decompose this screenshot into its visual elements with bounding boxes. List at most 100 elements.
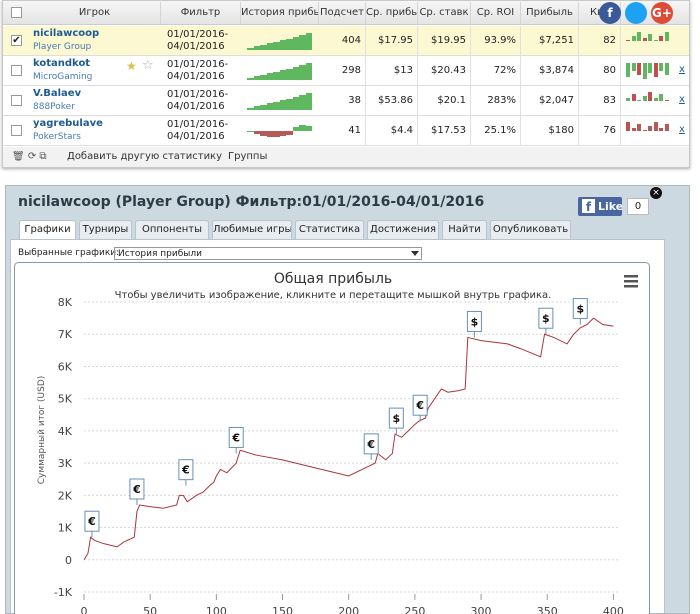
thumb-bar	[273, 42, 280, 50]
column-header[interactable]: Ср. ROI	[471, 2, 521, 24]
tab[interactable]: Графики	[19, 220, 76, 240]
spark-bar	[626, 122, 630, 131]
spark-bar	[637, 63, 641, 75]
flag	[84, 510, 100, 532]
row-checkbox[interactable]	[11, 125, 22, 136]
player-name[interactable]: nicilawcoop	[33, 28, 100, 39]
y-tick-label: 3K	[58, 457, 73, 470]
thumb-bar	[266, 43, 273, 50]
social-icon[interactable]: f	[599, 2, 621, 24]
thumb-bar	[299, 95, 306, 110]
thumb-bar	[305, 93, 312, 110]
player-name[interactable]: kotandkot	[33, 58, 91, 69]
flag-label: $	[542, 312, 550, 325]
table-row	[3, 56, 689, 86]
tab[interactable]: Любимые игры	[212, 220, 292, 240]
row-checkbox[interactable]	[11, 95, 22, 106]
spark-bar	[653, 40, 658, 41]
stat-cell: $7,251	[521, 26, 579, 56]
tab[interactable]: Турниры	[79, 220, 132, 240]
filter: 01/01/2016-	[167, 59, 229, 70]
header-checkbox[interactable]	[11, 7, 22, 18]
x-tick-label: 200	[338, 605, 359, 614]
select-label: Выбранные графики:	[18, 248, 120, 258]
spark-bar	[631, 63, 636, 71]
remove-row[interactable]: x	[679, 94, 685, 105]
close-button[interactable]: ×	[650, 187, 662, 199]
thumb-bar	[273, 131, 280, 137]
star-icon: ★	[126, 59, 137, 73]
spark-bar	[664, 100, 669, 101]
spark-bar	[631, 94, 636, 101]
column-header[interactable]: Ср. ставк	[418, 2, 471, 24]
table-row	[3, 116, 689, 146]
row-checkbox[interactable]: ✔	[11, 35, 22, 46]
thumb-bar	[253, 76, 260, 80]
player-name[interactable]: yagrebulave	[33, 118, 103, 129]
column-header[interactable]: Подсчет	[319, 2, 366, 24]
spark-bar	[642, 38, 647, 41]
column-header[interactable]: Фильтр	[161, 2, 241, 24]
chart-frame	[14, 262, 650, 614]
thumb-bar	[260, 131, 267, 136]
stats-table: Игрок Фильтр История прибы Подсчет Ср. прибы…	[2, 0, 690, 168]
column-header[interactable]: Игрок	[29, 2, 161, 24]
stat-cell: 38	[319, 86, 366, 116]
flag-label: $	[471, 315, 479, 328]
spark-bar	[664, 63, 669, 75]
y-tick-label: 0	[65, 554, 72, 567]
social-icon[interactable]: G+	[651, 2, 673, 24]
star-icon[interactable]: ☆	[142, 58, 154, 73]
filter: 04/01/2016	[167, 131, 225, 142]
stat-cell: $2,047	[521, 86, 579, 116]
y-tick-label: 5K	[58, 393, 73, 406]
thumb-bar	[305, 33, 312, 50]
thumb-bar	[292, 67, 299, 80]
y-tick-label: 6K	[58, 360, 73, 373]
thumb-bar	[260, 45, 267, 50]
spark-bar	[642, 130, 647, 131]
thumb-bar	[260, 75, 267, 80]
column-header[interactable]: Ср. прибы	[366, 2, 418, 24]
y-tick-label: 4K	[58, 425, 73, 438]
tab[interactable]: Достижения	[367, 220, 439, 240]
thumb-bar	[286, 131, 293, 135]
filter: 01/01/2016-	[167, 119, 229, 130]
column-header[interactable]: История прибы	[241, 2, 319, 24]
flag-label: €	[132, 483, 141, 496]
remove-row[interactable]: x	[679, 64, 685, 75]
column-header[interactable]: Прибыль	[521, 2, 579, 24]
panel-title: nicilawcoop (Player Group) Фильтр:01/01/…	[18, 194, 485, 210]
spark-bar	[659, 63, 663, 71]
tab[interactable]: Найти	[442, 220, 487, 240]
profit-line	[83, 317, 614, 561]
spark-bar	[642, 63, 647, 79]
spark-bar	[648, 34, 652, 41]
menu-icon[interactable]	[624, 275, 638, 288]
thumb-bar	[279, 70, 286, 80]
player-name[interactable]: V.Balaev	[33, 88, 82, 99]
stat-cell: $4.4	[366, 116, 418, 146]
spark-bar	[637, 32, 641, 41]
social-icon[interactable]	[625, 2, 647, 24]
spark-bar	[637, 100, 641, 101]
filter: 01/01/2016-	[167, 29, 229, 40]
spark-bar	[648, 126, 652, 131]
footer-groups[interactable]: Группы	[228, 151, 268, 162]
tab[interactable]: Опубликовать	[490, 220, 571, 240]
flag	[178, 459, 194, 481]
x-tick-label: 250	[404, 605, 425, 614]
flag-label: $	[393, 412, 401, 425]
x-tick-label: 300	[471, 605, 492, 614]
spark-bar	[659, 36, 663, 41]
spark-bar	[653, 63, 658, 77]
remove-row[interactable]: x	[679, 124, 685, 135]
footer-add[interactable]: Добавить другую статистику	[67, 151, 223, 162]
chart-select[interactable]: История прибыли	[114, 247, 422, 260]
tab[interactable]: Оппоненты	[135, 220, 209, 240]
thumb-bar	[247, 48, 254, 50]
stat-cell: $17.53	[418, 116, 471, 146]
row-checkbox[interactable]	[11, 65, 22, 76]
thumb-bar	[292, 37, 299, 50]
tab[interactable]: Статистика	[295, 220, 364, 240]
